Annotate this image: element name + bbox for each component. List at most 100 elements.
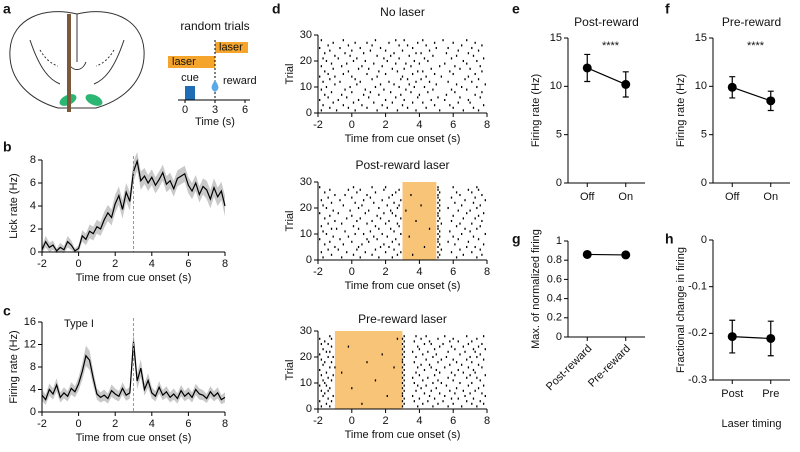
x-axis-label: Time from cue onset (s): [76, 272, 192, 284]
x-tick-label: Off: [580, 191, 595, 203]
y-tick-label: 0: [701, 234, 707, 246]
x-tick-label: Post: [721, 388, 743, 400]
x-tick-label: 4: [149, 258, 155, 270]
x-axis-label: Time from cue onset (s): [76, 432, 192, 444]
brain-schematic: [9, 11, 145, 112]
y-tick-label: 8: [30, 361, 36, 373]
laser-window: [334, 331, 403, 409]
x-tick-label: 2: [112, 258, 118, 270]
x-tick-label: -2: [313, 119, 323, 131]
x-axis-label: Time from cue onset (s): [345, 133, 461, 145]
y-tick-label: 0: [30, 246, 36, 258]
connect-line: [732, 336, 771, 340]
y-tick-label: 10: [695, 80, 707, 92]
x-tick-label: 0: [349, 119, 355, 131]
y-axis-label: Fractional change in firing: [675, 247, 687, 373]
x-tick-label: 0: [76, 418, 82, 430]
y-tick-label: 10: [300, 228, 312, 240]
brain-outline: [9, 11, 145, 109]
x-axis-label: Time from cue onset (s): [345, 280, 461, 292]
x-tick-label: On: [618, 191, 633, 203]
y-tick-label: 10: [300, 81, 312, 93]
x-tick-label: -2: [313, 415, 323, 427]
y-tick-label: 8: [30, 154, 36, 166]
y-tick-label: -0.1: [688, 281, 707, 293]
x-tick-label: 6: [450, 415, 456, 427]
annotation: Type I: [64, 318, 94, 330]
x-tick-label: Pre-reward: [586, 343, 633, 390]
x-tick-label: 0: [182, 104, 188, 116]
x-tick-label: 6: [450, 266, 456, 278]
segment: [185, 86, 195, 100]
y-tick-label: -0.2: [688, 327, 707, 339]
chart-title: Pre-reward: [722, 15, 781, 29]
x-tick-label: 6: [185, 418, 191, 430]
x-tick-label: 0: [76, 258, 82, 270]
y-axis-label: Firing rate (Hz): [530, 74, 542, 147]
y-axis-label: Trial: [284, 211, 296, 232]
panel-label: e: [512, 1, 520, 17]
panel-label: c: [3, 303, 11, 319]
x-tick-label: 2: [112, 418, 118, 430]
point: [727, 332, 737, 342]
x-tick-label: Post-reward: [544, 343, 594, 393]
x-tick-label: On: [763, 191, 778, 203]
y-tick-label: 0.8: [547, 254, 562, 266]
y-tick-label: 1: [556, 235, 562, 247]
annotation: ****: [747, 40, 765, 52]
panel-label: d: [272, 1, 281, 17]
x-tick-label: 0: [349, 266, 355, 278]
x-tick-label: 4: [149, 418, 155, 430]
x-tick-label: 0: [349, 415, 355, 427]
point: [766, 333, 776, 343]
y-tick-label: 20: [300, 202, 312, 214]
y-tick-label: 0: [556, 177, 562, 189]
error-band: [42, 330, 225, 405]
x-tick-label: -2: [313, 266, 323, 278]
y-axis-label: Trial: [284, 64, 296, 85]
panel-label: h: [665, 231, 674, 247]
y-axis-label: Firing rate (Hz): [8, 330, 20, 403]
y-tick-label: 0: [306, 403, 312, 415]
connect-line: [587, 67, 626, 85]
panel-label: f: [665, 1, 670, 17]
laser-window: [402, 182, 437, 260]
x-tick-label: 6: [185, 258, 191, 270]
chart-title: Post-reward laser: [355, 158, 449, 172]
point: [621, 250, 631, 260]
y-tick-label: 5: [701, 129, 707, 141]
point: [621, 79, 631, 89]
x-tick-label: 8: [484, 119, 490, 131]
x-tick-label: 8: [484, 266, 490, 278]
connect-line: [732, 86, 771, 102]
y-tick-label: 30: [300, 325, 312, 337]
x-tick-label: 2: [383, 266, 389, 278]
x-tick-label: 4: [416, 119, 422, 131]
panel-label: g: [512, 231, 521, 247]
x-tick-label: Off: [725, 191, 740, 203]
y-tick-label: 0: [306, 254, 312, 266]
y-tick-label: 20: [300, 55, 312, 67]
y-tick-label: 0: [556, 331, 562, 343]
x-tick-label: 6: [450, 119, 456, 131]
y-tick-label: 16: [24, 316, 36, 328]
annotation: ****: [602, 40, 620, 52]
y-tick-label: 0.4: [547, 293, 562, 305]
x-tick-label: 3: [212, 104, 218, 116]
fiber-implant: [67, 14, 71, 112]
segment-label: laser: [172, 56, 196, 68]
x-tick-label: 2: [383, 415, 389, 427]
x-tick-label: -2: [37, 418, 47, 430]
y-axis-label: Trial: [284, 360, 296, 381]
x-tick-label: 4: [416, 266, 422, 278]
reward-drop: [211, 80, 219, 92]
event-label: reward: [223, 75, 257, 87]
panel-label: b: [3, 139, 12, 155]
x-tick-label: 4: [416, 415, 422, 427]
x-tick-label: 8: [222, 258, 228, 270]
y-tick-label: 0: [306, 107, 312, 119]
brain-structure: [29, 14, 125, 85]
y-tick-label: 0.2: [547, 312, 562, 324]
point: [727, 82, 737, 92]
y-tick-label: 30: [300, 29, 312, 41]
